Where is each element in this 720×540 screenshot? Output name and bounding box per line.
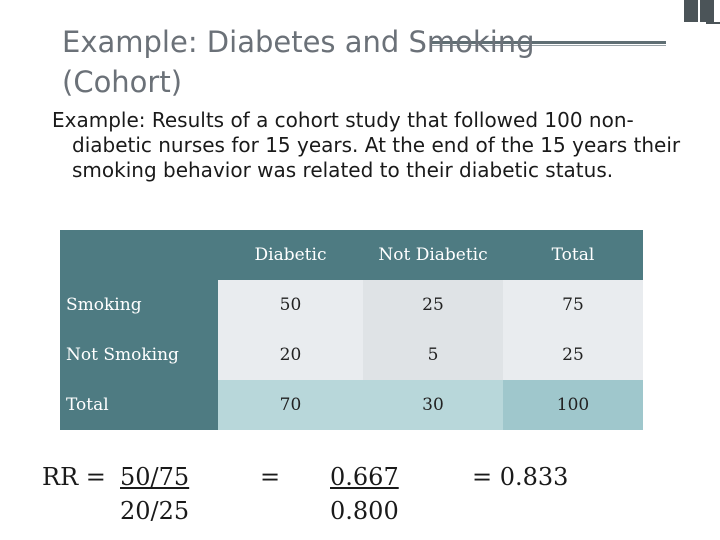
cell-not-smoking-total: 25 xyxy=(503,330,643,380)
result-value: = 0.833 xyxy=(472,463,569,491)
cell-smoking-not-diabetic: 25 xyxy=(363,280,503,330)
cell-not-smoking-diabetic: 20 xyxy=(218,330,363,380)
slide-title-line2: (Cohort) xyxy=(62,65,183,99)
slide-title: Example: Diabetes and Smoking (Cohort) xyxy=(62,22,622,102)
table-row: Total 70 30 100 xyxy=(60,380,643,430)
equals-sign: = xyxy=(260,463,281,491)
table-row: Smoking 50 25 75 xyxy=(60,280,643,330)
contingency-table: Diabetic Not Diabetic Total Smoking 50 2… xyxy=(60,230,643,430)
header-diabetic: Diabetic xyxy=(218,230,363,280)
cell-smoking-diabetic: 50 xyxy=(218,280,363,330)
title-rule-thin xyxy=(430,45,666,46)
slide-title-line1: Example: Diabetes and Smoking xyxy=(62,25,535,59)
table-header-row: Diabetic Not Diabetic Total xyxy=(60,230,643,280)
rr-denominator: 20/25 xyxy=(120,497,190,525)
row-label-total: Total xyxy=(60,380,218,430)
corner-bar-1 xyxy=(684,0,698,22)
slide-body-text: Example: Results of a cohort study that … xyxy=(52,108,681,182)
cell-total-not-diabetic: 30 xyxy=(363,380,503,430)
header-empty xyxy=(60,230,218,280)
table-row: Not Smoking 20 5 25 xyxy=(60,330,643,380)
row-label-smoking: Smoking xyxy=(60,280,218,330)
rr-numerator: 50/75 xyxy=(120,463,190,491)
cell-total-diabetic: 70 xyxy=(218,380,363,430)
corner-bar-2 xyxy=(700,0,714,22)
header-not-diabetic: Not Diabetic xyxy=(363,230,503,280)
rr-prefix: RR = xyxy=(42,463,106,491)
cell-smoking-total: 75 xyxy=(503,280,643,330)
title-rule xyxy=(430,41,666,44)
cell-total-total: 100 xyxy=(503,380,643,430)
row-label-not-smoking: Not Smoking xyxy=(60,330,218,380)
slide-body: Example: Results of a cohort study that … xyxy=(52,108,682,183)
cell-not-smoking-not-diabetic: 5 xyxy=(363,330,503,380)
header-total: Total xyxy=(503,230,643,280)
decimal-numerator: 0.667 xyxy=(330,463,399,491)
corner-rule xyxy=(706,22,720,24)
decimal-denominator: 0.800 xyxy=(330,497,399,525)
